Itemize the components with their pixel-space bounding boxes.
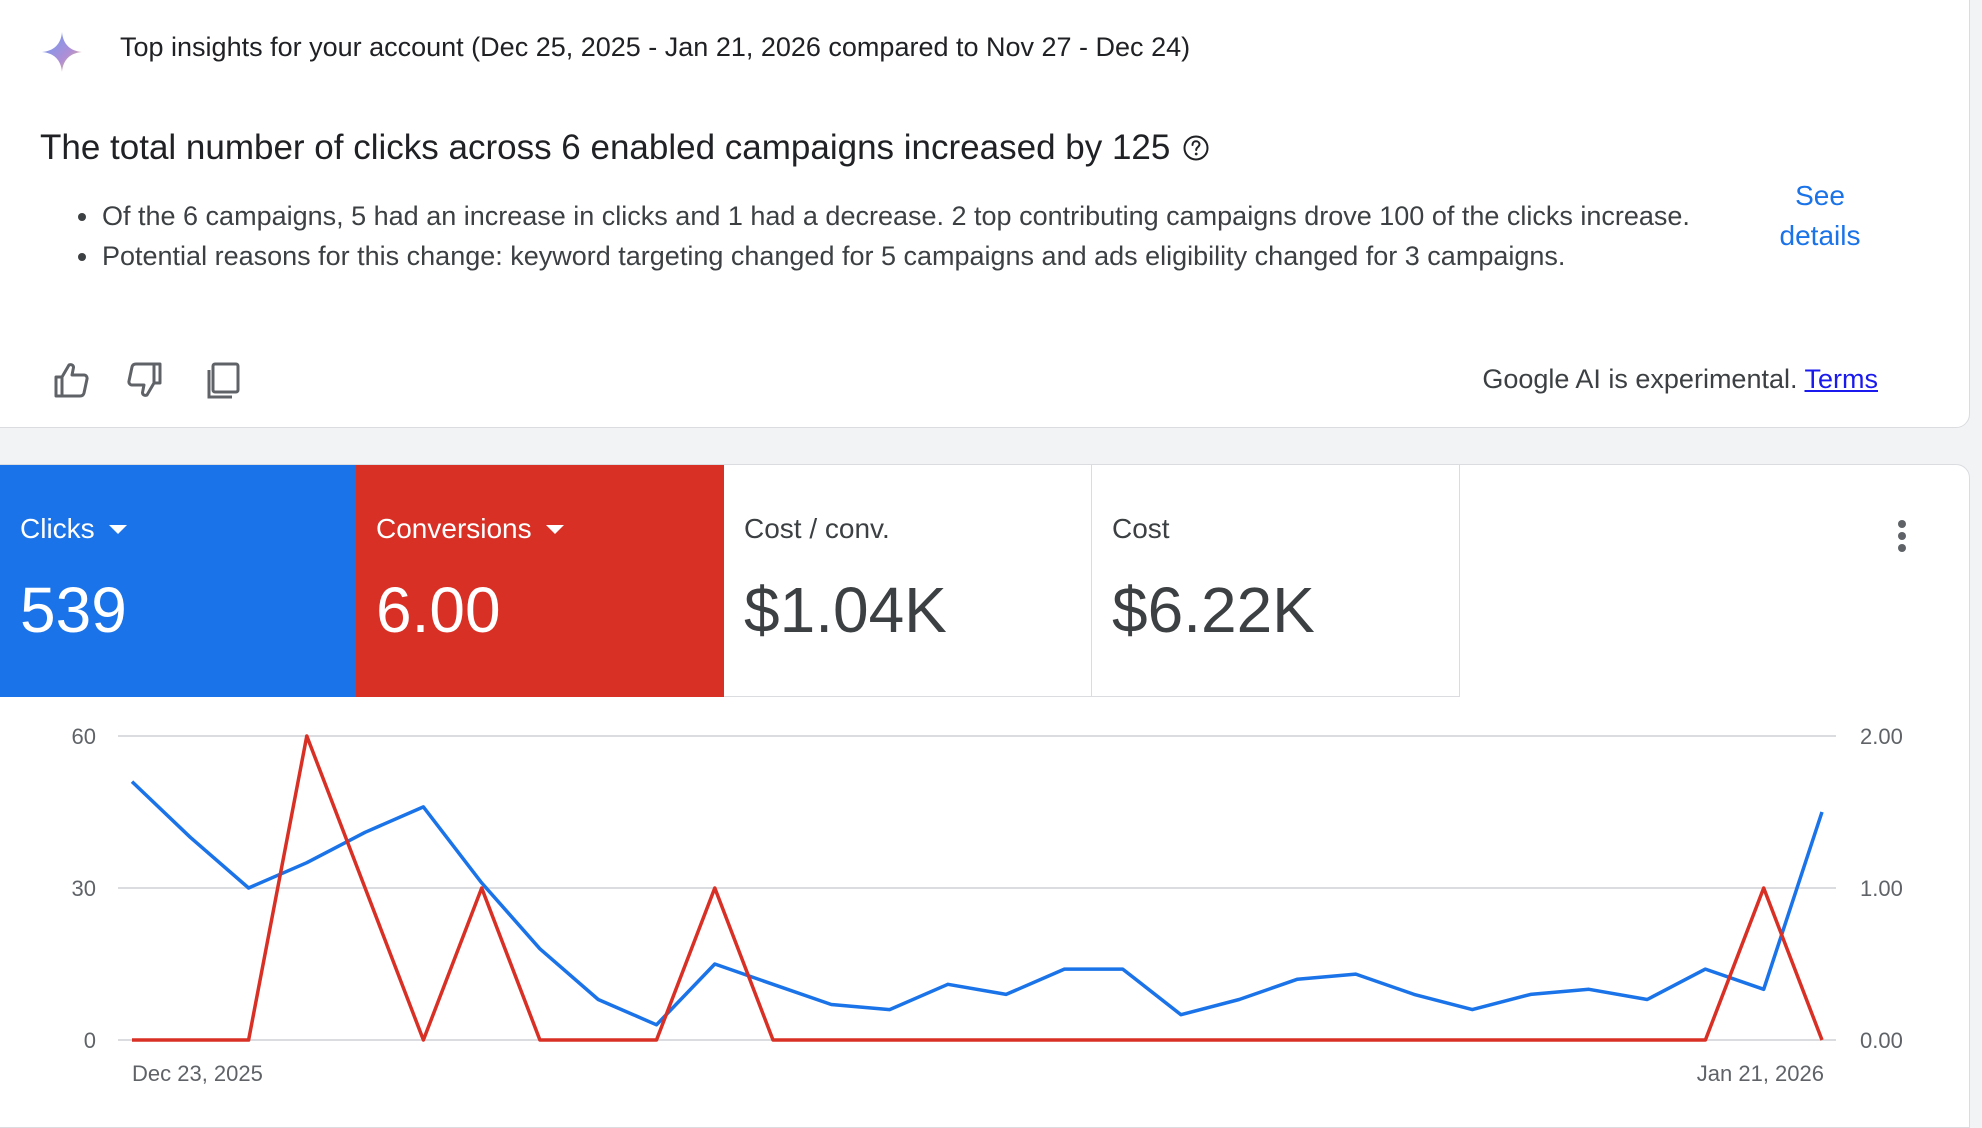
scorecard-clicks-label: Clicks <box>20 513 95 544</box>
scorecard-clicks[interactable]: Clicks 539 <box>0 465 356 697</box>
terms-link[interactable]: Terms <box>1804 364 1879 394</box>
insight-headline-text: The total number of clicks across 6 enab… <box>40 128 1171 167</box>
y-right-tick-label: 0.00 <box>1860 1028 1903 1053</box>
ai-disclaimer: Google AI is experimental. Terms <box>1482 364 1878 395</box>
more-vert-icon[interactable] <box>1890 516 1914 556</box>
x-tick-label: Dec 23, 2025 <box>132 1061 263 1086</box>
series-line-conversions <box>132 734 1824 1042</box>
thumb-down-icon[interactable] <box>124 360 164 400</box>
chevron-down-icon[interactable] <box>108 524 127 534</box>
insight-headline: The total number of clicks across 6 enab… <box>40 128 1210 168</box>
performance-line-chart: 0 0.00 30 1.00 60 2.00 Dec 23, 2025 Jan 21, 202… <box>72 724 1903 1086</box>
insights-header: Top insights for your account (Dec 25, 2… <box>120 32 1191 62</box>
insights-card <box>0 0 1970 428</box>
y-right-tick-label: 1.00 <box>1860 876 1903 901</box>
scorecard-cost-per-conversion-label: Cost / conv. <box>744 513 890 544</box>
insight-bullet: Potential reasons for this change: keywo… <box>70 236 1710 276</box>
scorecard-conversions-label: Conversions <box>376 513 532 544</box>
thumb-up-icon[interactable] <box>52 360 92 400</box>
insight-bullet: Of the 6 campaigns, 5 had an increase in… <box>70 196 1710 236</box>
copy-icon[interactable] <box>204 360 244 400</box>
scorecard-cost-value: $6.22K <box>1112 574 1315 646</box>
scorecard-conversions-label-row: Conversions <box>376 513 564 545</box>
see-details-link[interactable]: See details <box>1779 180 1861 251</box>
y-left-tick-label: 0 <box>84 1028 96 1053</box>
scorecard-cost[interactable]: Cost $6.22K <box>1092 465 1460 697</box>
insight-bullets: Of the 6 campaigns, 5 had an increase in… <box>70 196 1710 276</box>
sparkle-icon <box>42 32 82 72</box>
x-tick-label: Jan 21, 2026 <box>1697 1061 1824 1086</box>
scorecard-clicks-value: 539 <box>20 574 127 646</box>
y-right-tick-label: 2.00 <box>1860 724 1903 749</box>
scorecard-clicks-label-row: Clicks <box>20 513 127 545</box>
ai-disclaimer-text: Google AI is experimental. <box>1482 364 1798 394</box>
series-line-clicks <box>130 780 1824 1027</box>
help-icon[interactable] <box>1182 134 1210 162</box>
chevron-down-icon[interactable] <box>545 524 564 534</box>
scorecard-cost-label: Cost <box>1112 513 1170 544</box>
y-left-tick-label: 30 <box>72 876 96 901</box>
scorecard-cost-per-conversion-value: $1.04K <box>744 574 947 646</box>
y-left-tick-label: 60 <box>72 724 96 749</box>
scorecard-cost-per-conversion[interactable]: Cost / conv. $1.04K <box>724 465 1092 697</box>
scorecard-conversions-value: 6.00 <box>376 574 501 646</box>
scorecard-conversions[interactable]: Conversions 6.00 <box>356 465 724 697</box>
